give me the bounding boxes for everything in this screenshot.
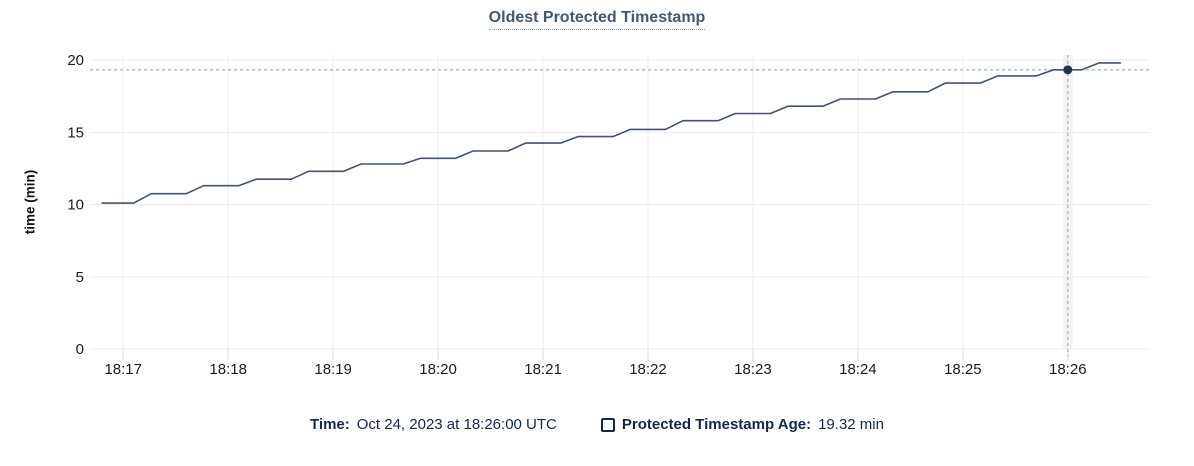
y-tick-label: 5 [76,269,84,286]
x-tick-label: 18:22 [629,361,667,378]
x-tick-label: 18:24 [839,361,877,378]
y-tick-label: 0 [76,341,84,358]
chart-title-row: Oldest Protected Timestamp [0,9,1194,30]
x-tick-label: 18:19 [314,361,352,378]
x-tick-label: 18:20 [419,361,457,378]
x-tick-label: 18:23 [734,361,772,378]
x-tick-label: 18:17 [104,361,142,378]
legend-time-value: Oct 24, 2023 at 18:26:00 UTC [356,416,557,433]
legend-series-label: Protected Timestamp Age: [621,416,812,433]
chart-plot-area[interactable]: 0 5 10 15 20 18:17 18:18 18:19 18:20 18:21 18:22 18… [0,0,1194,400]
chart-legend: Time: Oct 24, 2023 at 18:26:00 UTC Prote… [0,416,1194,433]
y-tick-label: 15 [67,124,84,141]
x-tick-label: 18:18 [209,361,247,378]
y-tick-label: 10 [67,197,84,214]
series-line [101,62,1122,204]
legend-series-item[interactable]: Protected Timestamp Age: 19.32 min [600,416,884,433]
legend-series-value: 19.32 min [818,416,884,433]
hover-point [1063,65,1073,75]
chart-title[interactable]: Oldest Protected Timestamp [488,9,706,30]
y-tick-label: 20 [67,52,84,69]
legend-time-item: Time: Oct 24, 2023 at 18:26:00 UTC [310,416,557,433]
y-axis-title: time (min) [22,169,38,235]
legend-time-label: Time: [310,416,350,433]
series-toggle-checkbox[interactable] [600,417,615,432]
x-tick-label: 18:25 [944,361,982,378]
x-tick-label: 18:21 [524,361,562,378]
x-tick-label: 18:26 [1049,361,1087,378]
